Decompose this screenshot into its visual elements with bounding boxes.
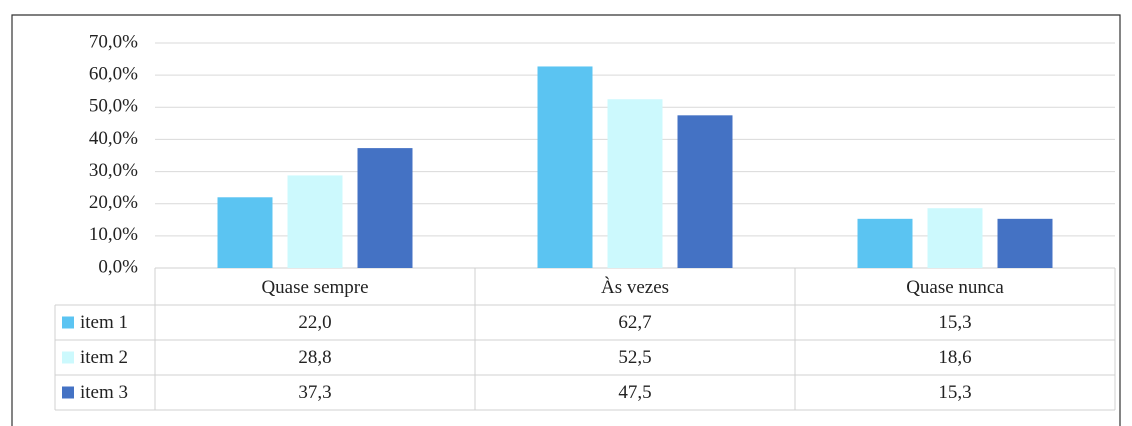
bar [677, 115, 733, 268]
bar [927, 208, 983, 268]
table-value: 15,3 [938, 312, 971, 333]
table-value: 22,0 [298, 312, 331, 333]
bar [857, 218, 913, 268]
y-tick-label: 10,0% [89, 224, 138, 245]
bar [357, 148, 413, 268]
legend-swatch [62, 351, 74, 364]
table-value: 62,7 [618, 312, 651, 333]
bar [997, 218, 1053, 268]
bar [287, 175, 343, 268]
y-tick-label: 50,0% [89, 96, 138, 117]
bar [607, 99, 663, 268]
y-tick-label: 20,0% [89, 192, 138, 213]
table-value: 28,8 [298, 347, 331, 368]
y-tick-label: 0,0% [98, 256, 138, 277]
category-label: Quase sempre [261, 277, 368, 298]
y-tick-label: 70,0% [89, 31, 138, 52]
legend-label: item 2 [80, 347, 128, 368]
table-value: 37,3 [298, 382, 331, 403]
bar [537, 66, 593, 268]
y-tick-label: 40,0% [89, 128, 138, 149]
y-tick-label: 60,0% [89, 64, 138, 85]
legend-label: item 1 [80, 312, 128, 333]
table-value: 52,5 [618, 347, 651, 368]
category-label: Quase nunca [906, 277, 1004, 298]
table-value: 18,6 [938, 347, 971, 368]
y-tick-label: 30,0% [89, 160, 138, 181]
category-label: Às vezes [601, 276, 669, 298]
frame [11, 14, 1121, 426]
table-value: 15,3 [938, 382, 971, 403]
bar [217, 197, 273, 268]
legend-label: item 3 [80, 382, 128, 403]
legend-swatch [62, 386, 74, 399]
legend-swatch [62, 316, 74, 329]
table-value: 47,5 [618, 382, 651, 403]
